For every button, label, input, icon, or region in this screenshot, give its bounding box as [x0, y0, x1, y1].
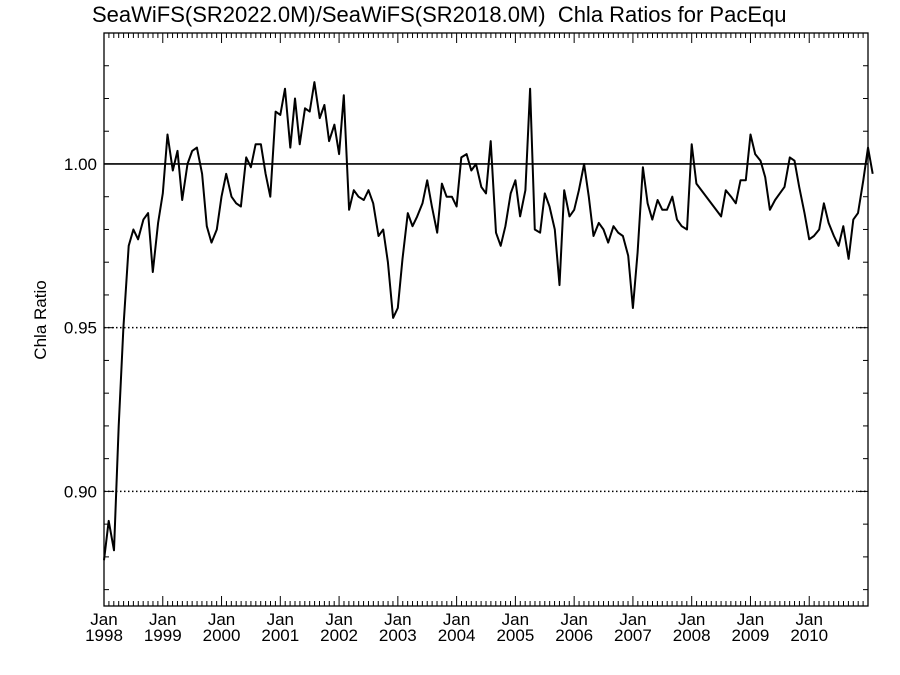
y-axis: 0.90 0.95 1.00: [64, 32, 868, 591]
y-axis-label: Chla Ratio: [31, 280, 50, 359]
x-tick-label-year: 2007: [614, 626, 652, 645]
x-tick-label-year: 2000: [203, 626, 241, 645]
x-tick-label-month: Jan: [325, 610, 352, 629]
x-tick-label-month: Jan: [384, 610, 411, 629]
x-tick-label-year: 2002: [320, 626, 358, 645]
x-tick-label-year: 2010: [790, 626, 828, 645]
x-tick-label-month: Jan: [208, 610, 235, 629]
x-tick-label-month: Jan: [678, 610, 705, 629]
plot-area-frame: [103, 32, 869, 607]
x-tick-label-year: 2009: [732, 626, 770, 645]
x-tick-label-year: 2001: [261, 626, 299, 645]
x-tick-label-month: Jan: [90, 610, 117, 629]
x-tick-label-month: Jan: [502, 610, 529, 629]
chart-title: SeaWiFS(SR2022.0M)/SeaWiFS(SR2018.0M) Ch…: [92, 2, 787, 27]
x-tick-label-month: Jan: [619, 610, 646, 629]
reference-lines: [104, 163, 868, 493]
x-tick-label-year: 2008: [673, 626, 711, 645]
x-tick-label-month: Jan: [560, 610, 587, 629]
x-tick-label-year: 2003: [379, 626, 417, 645]
x-tick-label-month: Jan: [443, 610, 470, 629]
x-tick-label-year: 2005: [496, 626, 534, 645]
y-tick-label: 1.00: [64, 155, 97, 174]
y-tick-label: 0.95: [64, 319, 97, 338]
x-tick-label-year: 1998: [85, 626, 123, 645]
data-series: [103, 81, 874, 561]
x-tick-label-year: 1999: [144, 626, 182, 645]
series-line: [103, 81, 874, 561]
x-axis: Jan1998Jan1999Jan2000Jan2001Jan2002Jan20…: [85, 33, 869, 645]
x-tick-label-month: Jan: [149, 610, 176, 629]
x-tick-label-month: Jan: [737, 610, 764, 629]
x-tick-label-month: Jan: [267, 610, 294, 629]
y-tick-label: 0.90: [64, 482, 97, 501]
x-tick-label-year: 2004: [438, 626, 476, 645]
x-tick-label-year: 2006: [555, 626, 593, 645]
x-tick-label-month: Jan: [796, 610, 823, 629]
